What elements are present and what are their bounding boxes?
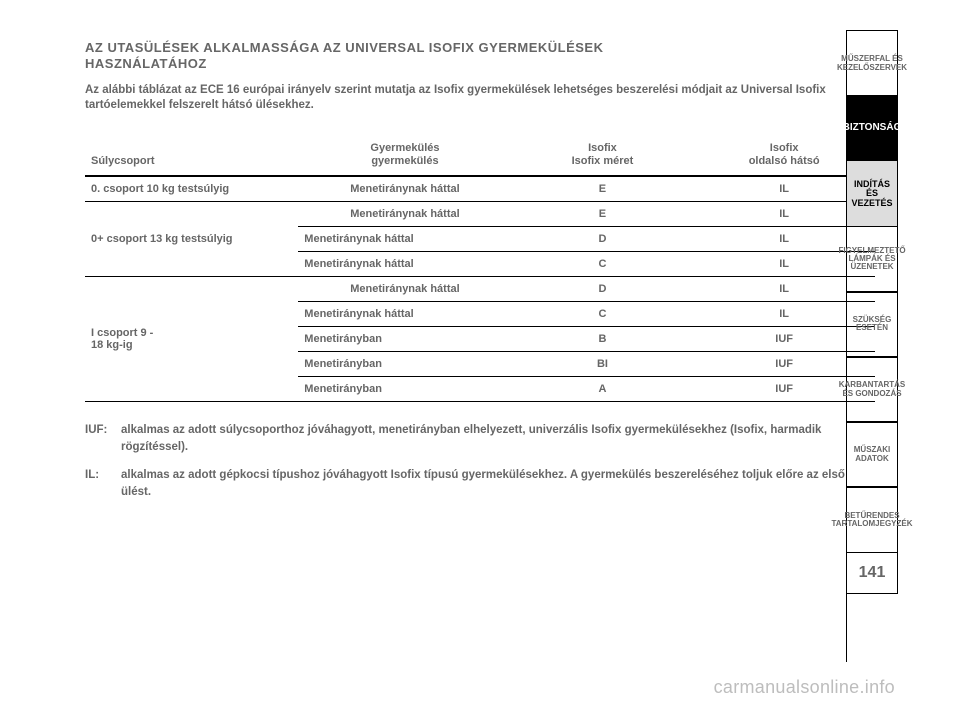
cell-orient: Menetiránynak háttal: [298, 277, 511, 302]
col-pos-l1: Isofix: [770, 142, 799, 154]
tab-label: MŰSZERFAL ÉS KEZELŐSZERVEK: [834, 55, 910, 72]
tab-safety[interactable]: BIZTONSÁG: [847, 95, 898, 162]
table-row: I csoport 9 - 18 kg-ig Menetiránynak hát…: [85, 277, 875, 302]
note-il: IL: alkalmas az adott gépkocsi típushoz …: [85, 467, 875, 502]
tab-label: KARBANTARTÁS ÉS GONDOZÁS: [836, 381, 909, 398]
tab-label: BETŰRENDES TARTALOMJEGYZÉK: [828, 512, 915, 529]
cell-group: 0+ csoport 13 kg testsúlyig: [85, 202, 298, 277]
cell-orient: Menetiránynak háttal: [298, 176, 511, 202]
table-row: 0+ csoport 13 kg testsúlyig Menetirányna…: [85, 202, 875, 227]
tab-start-drive[interactable]: INDÍTÁS ÉS VEZETÉS: [847, 160, 898, 227]
cell-orient: Menetiránynak háttal: [298, 202, 511, 227]
table-header-row: Súlycsoport Gyermekülés gyermekülés Isof…: [85, 136, 875, 177]
page-content: AZ UTASÜLÉSEK ALKALMASSÁGA AZ UNIVERSAL …: [85, 40, 875, 660]
tab-label: INDÍTÁS ÉS VEZETÉS: [847, 180, 897, 208]
col-orientation-l2: gyermekülés: [371, 155, 438, 167]
table-body: 0. csoport 10 kg testsúlyig Menetirányna…: [85, 176, 875, 402]
cell-orient: Menetirányban: [298, 352, 511, 377]
tab-maintenance[interactable]: KARBANTARTÁS ÉS GONDOZÁS: [847, 356, 898, 423]
watermark: carmanualsonline.info: [714, 677, 895, 698]
heading-line-2: HASZNÁLATÁHOZ: [85, 56, 207, 71]
cell-orient: Menetirányban: [298, 377, 511, 402]
col-orientation-l1: Gyermekülés: [370, 142, 439, 154]
cell-size: C: [512, 252, 694, 277]
cell-size: C: [512, 302, 694, 327]
heading-line-1: AZ UTASÜLÉSEK ALKALMASSÁGA AZ UNIVERSAL …: [85, 40, 604, 55]
page-number: 141: [847, 552, 898, 594]
table-row: 0. csoport 10 kg testsúlyig Menetirányna…: [85, 176, 875, 202]
col-size-l1: Isofix: [588, 142, 617, 154]
cell-size: B: [512, 327, 694, 352]
note-il-text: alkalmas az adott gépkocsi típushoz jóvá…: [121, 467, 875, 502]
tab-label: MŰSZAKI ADATOK: [847, 446, 897, 463]
col-isofix-size: Isofix Isofix méret: [512, 136, 694, 177]
col-weight-group: Súlycsoport: [85, 136, 298, 177]
cell-size: D: [512, 277, 694, 302]
notes-section: IUF: alkalmas az adott súlycsoporthoz jó…: [85, 422, 875, 501]
note-iuf: IUF: alkalmas az adott súlycsoporthoz jó…: [85, 422, 875, 457]
cell-group: 0. csoport 10 kg testsúlyig: [85, 176, 298, 202]
isofix-table: Súlycsoport Gyermekülés gyermekülés Isof…: [85, 136, 875, 403]
tab-index[interactable]: BETŰRENDES TARTALOMJEGYZÉK: [847, 486, 898, 553]
cell-size: BI: [512, 352, 694, 377]
tab-label: BIZTONSÁG: [840, 123, 905, 134]
note-il-key: IL:: [85, 467, 121, 502]
cell-orient: Menetiránynak háttal: [298, 252, 511, 277]
cell-group: I csoport 9 - 18 kg-ig: [85, 277, 298, 402]
tab-warnings[interactable]: FIGYELMEZTETŐ LÁMPÁK ÉS ÜZENETEK: [847, 226, 898, 293]
col-pos-l2: oldalsó hátsó: [749, 155, 820, 167]
cell-orient: Menetiránynak háttal: [298, 227, 511, 252]
tab-label: FIGYELMEZTETŐ LÁMPÁK ÉS ÜZENETEK: [835, 247, 908, 272]
tab-dashboard[interactable]: MŰSZERFAL ÉS KEZELŐSZERVEK: [847, 30, 898, 97]
cell-size: E: [512, 202, 694, 227]
cell-orient: Menetiránynak háttal: [298, 302, 511, 327]
cell-orient: Menetirányban: [298, 327, 511, 352]
intro-paragraph: Az alábbi táblázat az ECE 16 európai irá…: [85, 83, 875, 114]
cell-size: E: [512, 176, 694, 202]
tab-emergency[interactable]: SZÜKSÉG ESETÉN: [847, 291, 898, 358]
tab-label: SZÜKSÉG ESETÉN: [847, 316, 897, 333]
page-heading: AZ UTASÜLÉSEK ALKALMASSÁGA AZ UNIVERSAL …: [85, 40, 875, 73]
note-iuf-text: alkalmas az adott súlycsoporthoz jóváhag…: [121, 422, 875, 457]
cell-size: A: [512, 377, 694, 402]
col-size-l2: Isofix méret: [572, 155, 634, 167]
note-iuf-key: IUF:: [85, 422, 121, 457]
cell-size: D: [512, 227, 694, 252]
tab-techdata[interactable]: MŰSZAKI ADATOK: [847, 421, 898, 488]
sidebar-tabs: MŰSZERFAL ÉS KEZELŐSZERVEK BIZTONSÁG IND…: [846, 30, 898, 662]
col-orientation: Gyermekülés gyermekülés: [298, 136, 511, 177]
